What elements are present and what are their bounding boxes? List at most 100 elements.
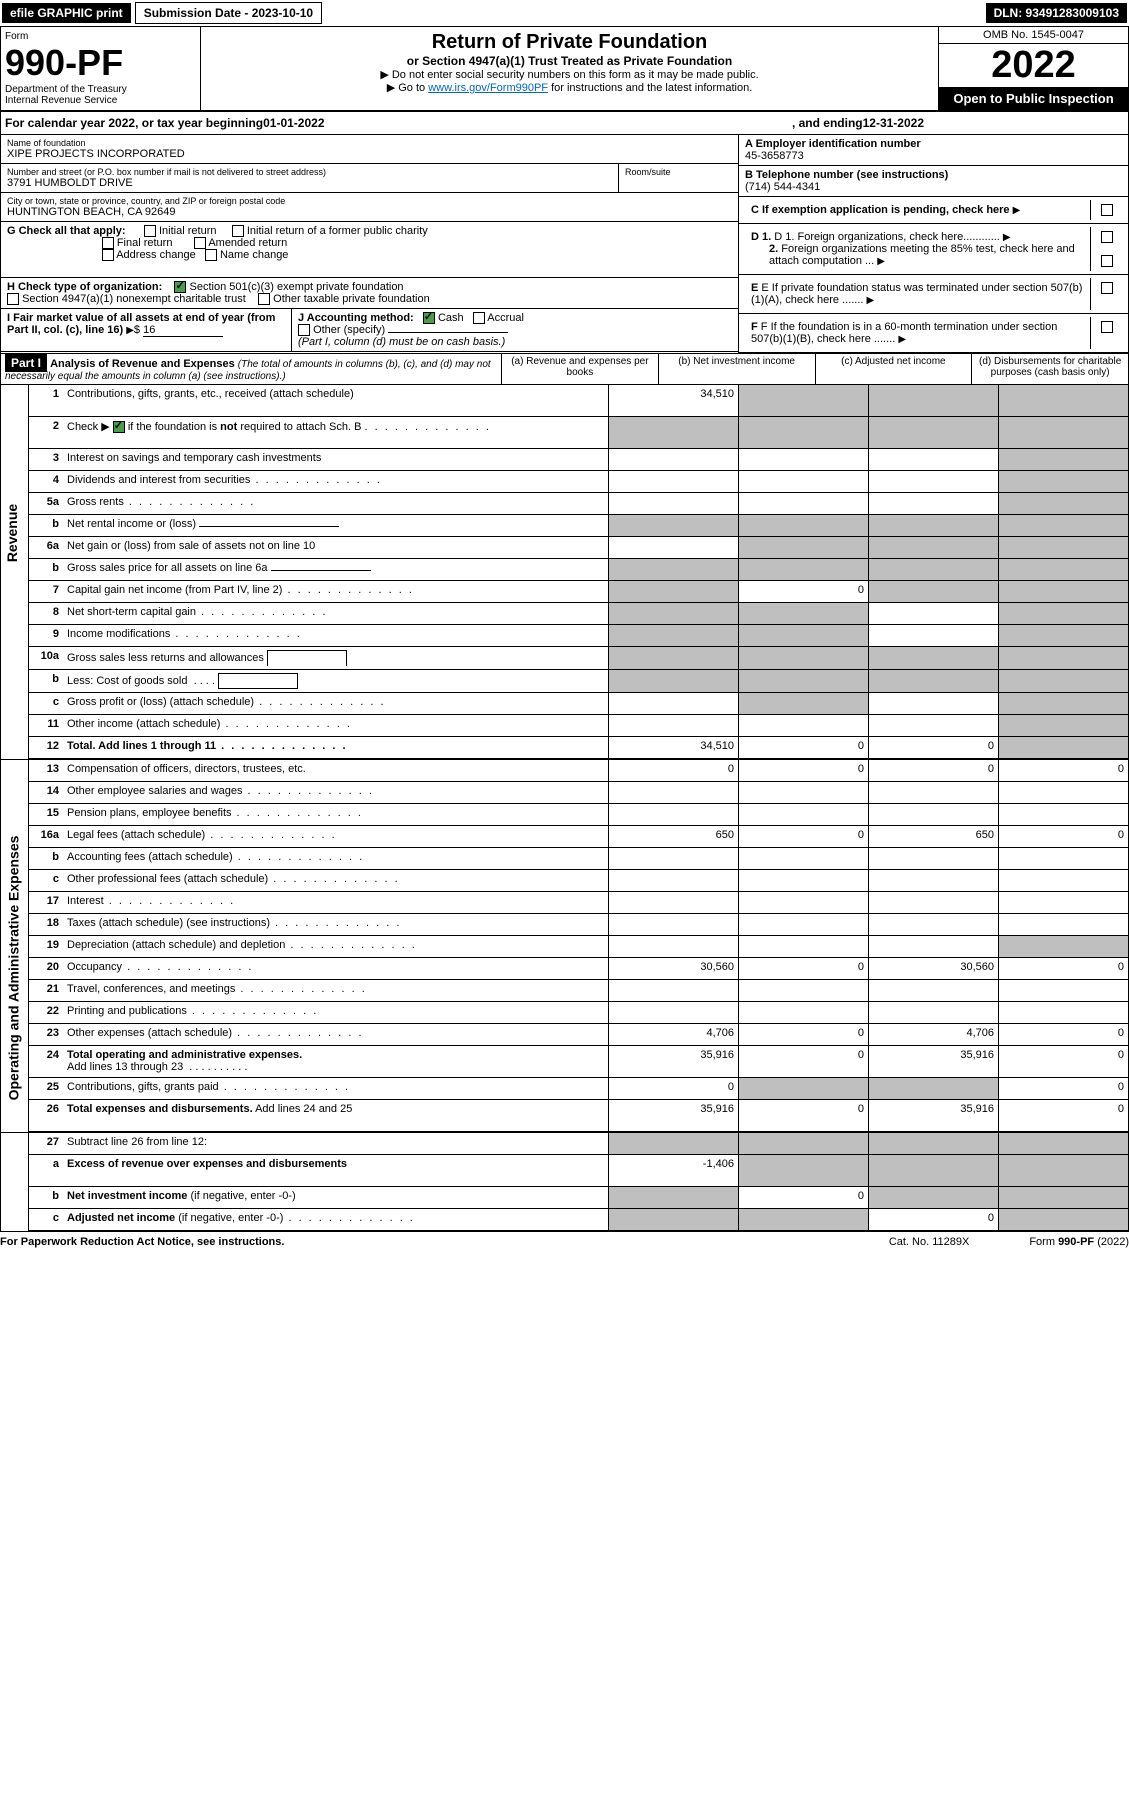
- col-b-val: 0: [738, 1187, 868, 1208]
- col-d-val: 0: [998, 958, 1128, 979]
- col-c-val: 650: [868, 826, 998, 847]
- check-cash[interactable]: [423, 312, 435, 324]
- line-no: 12: [29, 737, 65, 758]
- gross-sales-input[interactable]: [271, 570, 371, 571]
- col-c-val: [868, 581, 998, 602]
- line-desc: Contributions, gifts, grants, etc., rece…: [65, 385, 608, 416]
- cogs-box[interactable]: [218, 673, 298, 689]
- l2-post: if the foundation is not required to att…: [128, 421, 362, 433]
- check-501c3[interactable]: [174, 281, 186, 293]
- form-header: Form 990-PF Department of the Treasury I…: [0, 26, 1129, 112]
- check-c[interactable]: [1101, 204, 1113, 216]
- col-c-val: 30,560: [868, 958, 998, 979]
- col-a-val: [608, 693, 738, 714]
- col-d-val: [998, 804, 1128, 825]
- col-c-val: [868, 537, 998, 558]
- check-final-return[interactable]: [102, 237, 114, 249]
- col-d-val: [998, 493, 1128, 514]
- line27-section: 27Subtract line 26 from line 12: aExcess…: [0, 1133, 1129, 1232]
- col-c-val: 35,916: [868, 1100, 998, 1131]
- calendar-year-row: For calendar year 2022, or tax year begi…: [0, 112, 1129, 135]
- irs-link[interactable]: www.irs.gov/Form990PF: [428, 82, 548, 94]
- line-no: c: [29, 1209, 65, 1230]
- col-c-val: 35,916: [868, 1046, 998, 1077]
- col-a-val: 30,560: [608, 958, 738, 979]
- line-desc: Gross sales less returns and allowances: [65, 647, 608, 669]
- col-d-val: [998, 848, 1128, 869]
- opt-initial: Initial return: [159, 225, 216, 237]
- line-no: 8: [29, 603, 65, 624]
- city-label: City or town, state or province, country…: [7, 196, 732, 206]
- col-d-val: [998, 537, 1128, 558]
- col-a-val: 650: [608, 826, 738, 847]
- col-b-val: [738, 493, 868, 514]
- line-no: c: [29, 870, 65, 891]
- col-a-val: [608, 471, 738, 492]
- check-name-change[interactable]: [205, 249, 217, 261]
- col-b-val: [738, 1133, 868, 1154]
- net-rental-input[interactable]: [199, 526, 339, 527]
- check-accrual[interactable]: [473, 312, 485, 324]
- col-b-val: [738, 804, 868, 825]
- line-desc: Gross profit or (loss) (attach schedule): [65, 693, 608, 714]
- col-c-val: [868, 449, 998, 470]
- line-desc: Subtract line 26 from line 12:: [65, 1133, 608, 1154]
- check-amended-return[interactable]: [194, 237, 206, 249]
- col-a-val: [608, 892, 738, 913]
- line-no: 1: [29, 385, 65, 416]
- col-b-val: 0: [738, 826, 868, 847]
- check-other-taxable[interactable]: [258, 293, 270, 305]
- line-desc: Income modifications: [65, 625, 608, 646]
- col-c-val: [868, 1002, 998, 1023]
- check-schb[interactable]: [113, 421, 125, 433]
- line-desc: Net short-term capital gain: [65, 603, 608, 624]
- line-no: 21: [29, 980, 65, 1001]
- col-d-val: 0: [998, 1046, 1128, 1077]
- line-no: 2: [29, 417, 65, 448]
- col-a-val: [608, 647, 738, 669]
- col-b-val: [738, 537, 868, 558]
- check-d2[interactable]: [1101, 255, 1113, 267]
- check-initial-former[interactable]: [232, 225, 244, 237]
- top-bar: efile GRAPHIC print Submission Date - 20…: [0, 0, 1129, 26]
- check-address-change[interactable]: [102, 249, 114, 261]
- line-no: 6a: [29, 537, 65, 558]
- check-d1[interactable]: [1101, 231, 1113, 243]
- col-c-val: [868, 417, 998, 448]
- page-footer: For Paperwork Reduction Act Notice, see …: [0, 1232, 1129, 1252]
- col-b-val: [738, 559, 868, 580]
- col-c-val: [868, 914, 998, 935]
- line-no: 20: [29, 958, 65, 979]
- line-no: b: [29, 1187, 65, 1208]
- check-f[interactable]: [1101, 321, 1113, 333]
- info-grid: Name of foundation XIPE PROJECTS INCORPO…: [0, 135, 1129, 353]
- g-label: G Check all that apply:: [7, 225, 126, 237]
- arrow-icon: [1013, 204, 1021, 216]
- col-a-val: [608, 936, 738, 957]
- col-b-val: [738, 936, 868, 957]
- col-b-header: (b) Net investment income: [658, 354, 815, 384]
- check-initial-return[interactable]: [144, 225, 156, 237]
- check-4947[interactable]: [7, 293, 19, 305]
- gross-sales-box[interactable]: [267, 650, 347, 666]
- form-label: Form: [5, 31, 196, 42]
- check-other-method[interactable]: [298, 324, 310, 336]
- line-desc: Gross sales price for all assets on line…: [65, 559, 608, 580]
- j-section: J Accounting method: Cash Accrual Other …: [291, 309, 738, 352]
- g-check-section: G Check all that apply: Initial return I…: [1, 222, 738, 278]
- col-d-val: 0: [998, 826, 1128, 847]
- expenses-section: Operating and Administrative Expenses 13…: [0, 760, 1129, 1133]
- other-specify[interactable]: [388, 332, 508, 333]
- line-no: 18: [29, 914, 65, 935]
- note2-pre: ▶ Go to: [387, 82, 428, 94]
- col-c-val: [868, 493, 998, 514]
- efile-button[interactable]: efile GRAPHIC print: [2, 3, 131, 23]
- col-d-val: [998, 693, 1128, 714]
- h-label: H Check type of organization:: [7, 281, 162, 293]
- check-e[interactable]: [1101, 282, 1113, 294]
- note2-post: for instructions and the latest informat…: [548, 82, 752, 94]
- line-desc: Printing and publications: [65, 1002, 608, 1023]
- col-b-val: [738, 1078, 868, 1099]
- line-desc: Other employee salaries and wages: [65, 782, 608, 803]
- f-label: F F If the foundation is in a 60-month t…: [745, 317, 1090, 349]
